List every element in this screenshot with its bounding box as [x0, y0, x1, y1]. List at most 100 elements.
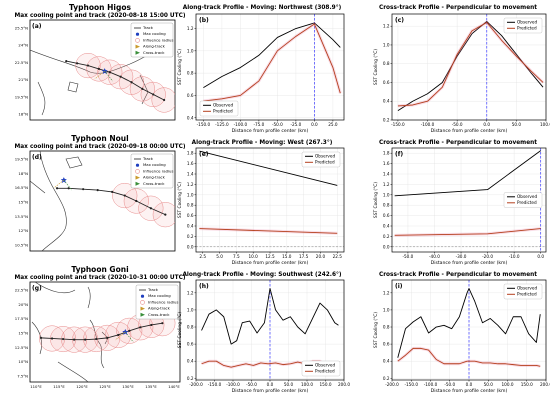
profile-panel-higos_along: 0.4 0.6 0.8 1.0 1.2 -150.0 -125.0 -100.0 -75.0 -5…	[177, 13, 345, 134]
title-noul-along: Along-track Profile - Moving: West (267.…	[192, 140, 333, 146]
y-tick-label: 0.2	[383, 118, 390, 123]
x-tick-label: 7.5	[233, 254, 240, 259]
legend-label: Observed	[517, 194, 537, 199]
y-tick-label: 0.2	[383, 234, 390, 239]
map-legend-label: Along-track	[143, 175, 166, 180]
series-line-predicted	[394, 228, 541, 236]
panel-label: (d)	[32, 154, 42, 161]
title-noul-map: Max cooling point and track (2020-09-18 …	[15, 144, 186, 150]
x-tick-label: 100.0	[301, 382, 313, 387]
y-tick-label: 1.0	[383, 192, 390, 197]
panel-label: (a)	[32, 23, 42, 30]
legend-label: Observed	[517, 286, 537, 291]
track-point	[152, 93, 155, 96]
track-point	[55, 187, 59, 190]
panel-label: (h)	[199, 283, 209, 290]
legend-max-swatch	[135, 163, 140, 167]
x-axis-label: Distance from profile center (km)	[232, 388, 309, 394]
panel-label: (i)	[395, 283, 403, 290]
lat-tick-label: 12°N	[18, 228, 28, 233]
x-tick-label: 0.0	[537, 254, 544, 259]
lat-tick-label: 20°N	[18, 302, 28, 307]
lat-tick-label: 22.5°N	[15, 288, 28, 293]
x-tick-label: 10.0	[249, 254, 259, 259]
panel-label: (e)	[199, 151, 209, 158]
y-axis-label: SST Cooling (°C)	[373, 312, 379, 348]
series-line-predicted	[397, 21, 544, 107]
along-track-line	[53, 179, 65, 189]
lon-tick-label: 110°E	[30, 384, 42, 389]
y-tick-label: 0.2	[187, 234, 194, 239]
x-tick-label: 0.0	[311, 122, 318, 127]
y-axis-label: SST Cooling (°C)	[177, 49, 183, 85]
map-legend-label: Influence radius	[148, 299, 178, 304]
y-tick-label: 0.6	[383, 342, 390, 347]
x-axis-label: Distance from profile center (km)	[431, 388, 508, 394]
x-tick-label: 2.5	[199, 254, 206, 259]
x-tick-label: -100.0	[421, 122, 435, 127]
map-legend-label: Track	[142, 25, 154, 30]
plot-frame	[391, 147, 547, 253]
track-line	[66, 60, 165, 101]
track-point	[106, 336, 109, 339]
lat-tick-label: 25.5°N	[15, 26, 28, 31]
plot-frame	[391, 279, 547, 381]
y-tick-label: 0.2	[187, 376, 194, 381]
lat-tick-label: 15°N	[18, 331, 28, 336]
x-tick-label: -150.0	[391, 122, 405, 127]
cross-track-line	[125, 331, 134, 343]
map-legend-label: Track	[142, 156, 154, 161]
x-tick-label: -50.0	[272, 122, 283, 127]
y-tick-label: 0.8	[187, 325, 194, 330]
track-point	[96, 188, 99, 192]
track-point	[65, 60, 68, 63]
x-tick-label: 20.0	[316, 254, 326, 259]
legend-label: Predicted	[517, 26, 537, 31]
x-tick-label: -20.0	[482, 254, 493, 259]
x-tick-label: -50.0	[246, 382, 257, 387]
map-legend-label: Influence radius	[143, 168, 173, 173]
profile-panel-noul_along: 0.0 0.2 0.4 0.6 0.8 1.0 1.2 1.4 1.6 1.8 2.5 5.0 7.5 1…	[177, 147, 345, 266]
legend-label: Predicted	[517, 200, 537, 205]
y-tick-label: 1.6	[187, 161, 194, 166]
y-tick-label: 0.4	[383, 99, 390, 104]
lat-tick-label: 16.5°N	[15, 185, 28, 190]
legend-box	[503, 17, 543, 34]
map-panel-goni_map: (g)22.5°N20°N17.5°N15°N12.5°N10°N7.5°N11…	[15, 281, 181, 389]
y-tick-label: 0.4	[187, 359, 194, 364]
legend-label: Observed	[517, 20, 537, 25]
map-legend-label: Along-track	[143, 44, 166, 49]
legend-label: Predicted	[315, 160, 335, 165]
legend-label: Observed	[315, 154, 335, 159]
legend-arrow-swatch	[135, 50, 140, 55]
track-point	[141, 87, 144, 90]
coastline	[30, 151, 83, 251]
title-higos-map: Max cooling point and track (2020-08-18 …	[15, 13, 186, 19]
track-point	[149, 207, 152, 210]
y-tick-label: 0.4	[383, 224, 390, 229]
title-goni-cross: Cross-track Profile - Perpendicular to m…	[379, 272, 537, 278]
track-point	[123, 194, 126, 197]
influence-circle	[152, 202, 175, 228]
legend-box	[503, 283, 543, 300]
x-tick-label: 100.0	[540, 122, 550, 127]
panel-label: (f)	[395, 151, 403, 158]
x-tick-label: -150.0	[405, 382, 419, 387]
map-legend-label: Max cooling	[143, 162, 166, 167]
y-tick-label: 0.6	[383, 80, 390, 85]
x-axis-label: Distance from profile center (km)	[431, 260, 508, 266]
x-tick-label: -50.0	[452, 122, 463, 127]
x-tick-label: 0.0	[483, 122, 490, 127]
legend-arrow-swatch	[135, 44, 140, 49]
lon-tick-label: 115°E	[53, 384, 65, 389]
x-tick-label: -75.0	[253, 122, 264, 127]
x-tick-label: 0.0	[466, 382, 473, 387]
suptitle-higos: Typhoon Higos	[69, 3, 131, 12]
legend-label: Predicted	[315, 369, 335, 374]
map-legend-box	[135, 284, 179, 320]
along-track-line	[115, 331, 126, 341]
y-tick-label: 1.0	[187, 48, 194, 53]
map-legend-label: Max cooling	[148, 293, 171, 298]
y-tick-label: 0.0	[187, 244, 194, 249]
track-point	[97, 67, 100, 70]
